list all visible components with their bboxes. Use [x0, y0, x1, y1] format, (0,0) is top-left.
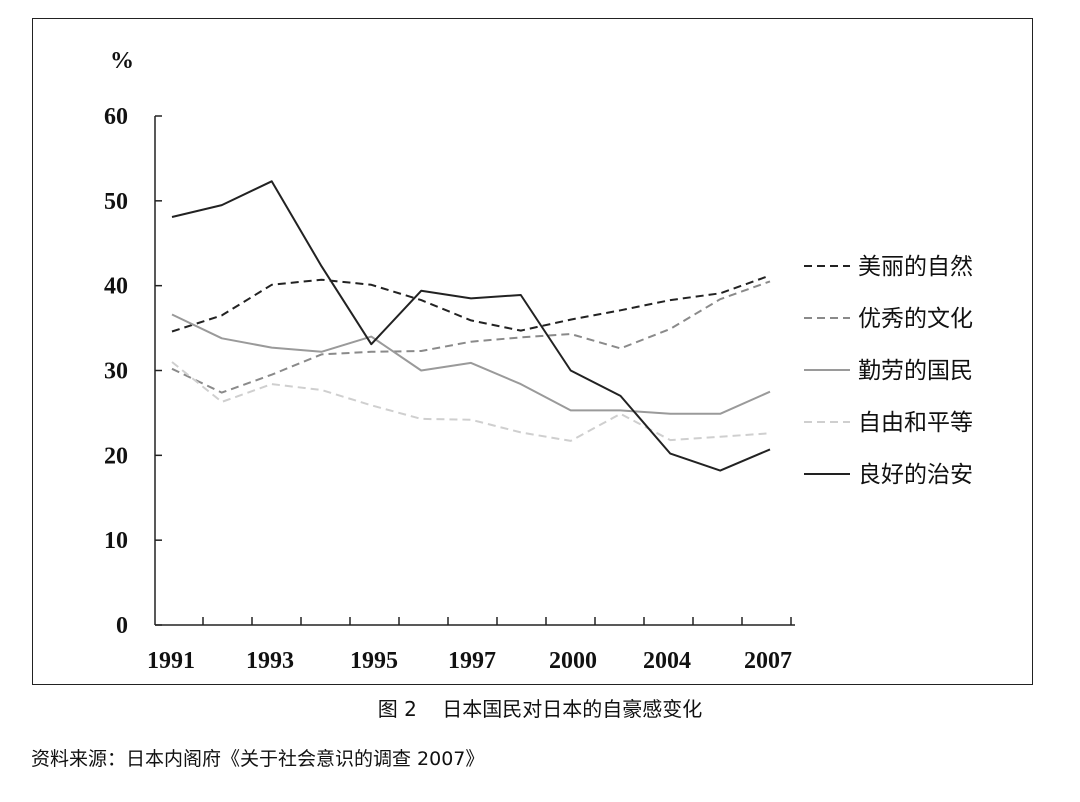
legend-label: 良好的治安: [858, 462, 973, 488]
figure-caption: 图 2 日本国民对日本的自豪感变化: [0, 693, 1080, 722]
series-line-1: [171, 274, 771, 333]
y-tick-label: 50: [104, 189, 128, 215]
y-tick-label: 20: [104, 443, 128, 469]
series-lines: [171, 180, 771, 472]
y-tick-label: 10: [104, 528, 128, 554]
x-tick-label: 2004: [643, 648, 691, 674]
series-line-3: [171, 313, 771, 415]
y-axis-unit: %: [110, 48, 134, 74]
line-chart: 0 10 20 30 40 50 60% 1991 1993 1995 1997 2000 2004 20…: [104, 48, 973, 674]
series-line-2: [171, 280, 771, 394]
x-tick-label: 2007: [744, 648, 792, 674]
figure-title: 日本国民对日本的自豪感变化: [442, 697, 703, 721]
series-line-5: [171, 180, 771, 472]
legend-label: 优秀的文化: [858, 306, 973, 332]
y-tick-label: 30: [104, 359, 128, 385]
legend-label: 美丽的自然: [858, 254, 973, 280]
y-tick-label: 0: [116, 613, 128, 639]
x-tick-label: 1995: [350, 648, 398, 674]
axes: 0 10 20 30 40 50 60% 1991 1993 1995 1997 2000 2004 20…: [104, 48, 795, 674]
x-tick-label: 2000: [549, 648, 597, 674]
x-tick-label: 1993: [246, 648, 294, 674]
source-note: 资料来源：日本内阁府《关于社会意识的调查 2007》: [31, 748, 485, 770]
series-line-4: [171, 361, 771, 442]
figure-number: 图 2: [377, 697, 417, 721]
x-tick-label: 1997: [448, 648, 496, 674]
x-tick-label: 1991: [147, 648, 195, 674]
y-tick-label: 60: [104, 104, 128, 130]
y-tick-label: 40: [104, 274, 128, 300]
legend-label: 勤劳的国民: [858, 358, 973, 384]
chart-frame: [32, 18, 1033, 685]
legend-label: 自由和平等: [858, 410, 973, 436]
